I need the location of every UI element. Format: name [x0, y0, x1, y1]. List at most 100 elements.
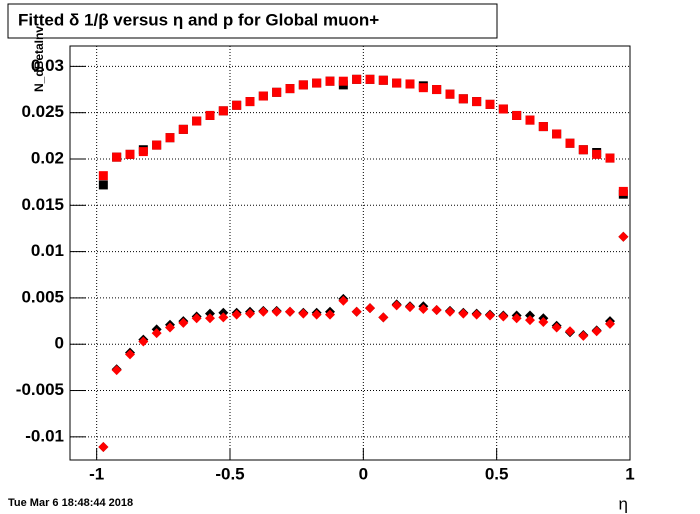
y-tick-label: 0.025 [21, 102, 64, 121]
square-marker [192, 116, 202, 126]
diamond-marker [618, 231, 629, 242]
diamond-marker [191, 313, 202, 324]
diamond-marker [325, 309, 335, 320]
square-marker [392, 78, 402, 88]
x-tick-label: -0.5 [215, 464, 244, 483]
y-tick-label: 0.02 [31, 148, 64, 167]
diamond-marker [338, 295, 349, 306]
square-marker [538, 122, 548, 132]
square-marker [138, 147, 148, 157]
diamond-marker [165, 322, 175, 333]
diamond-marker [351, 306, 362, 317]
marks [98, 74, 629, 453]
diamond-marker [391, 300, 402, 311]
square-marker [578, 145, 588, 155]
square-marker [365, 74, 375, 84]
diamond-marker [285, 306, 295, 317]
frame [69, 45, 631, 461]
square-marker [405, 79, 415, 89]
square-marker [592, 149, 602, 159]
y-tick-label: -0.005 [16, 380, 64, 399]
diamond-marker [245, 308, 255, 319]
diamond-marker [365, 303, 375, 314]
diamond-marker [551, 322, 562, 333]
square-marker [498, 104, 508, 114]
square-marker [605, 153, 615, 163]
y-tick-label: -0.01 [25, 426, 64, 445]
diamond-marker [271, 306, 282, 317]
square-marker [552, 129, 562, 139]
square-marker [378, 75, 388, 85]
square-marker [258, 91, 268, 101]
square-marker [352, 74, 362, 84]
date-stamp: Tue Mar 6 18:48:44 2018 [8, 497, 133, 509]
chart-title: Fitted δ 1/β versus η and p for Global m… [18, 10, 379, 29]
square-marker [512, 110, 522, 120]
diamond-marker [511, 313, 522, 324]
x-axis-label: η [619, 494, 628, 513]
square-marker [98, 171, 108, 181]
square-marker [218, 106, 228, 116]
y-tick-label: 0.03 [31, 56, 64, 75]
square-marker [98, 180, 108, 190]
diamond-marker [445, 306, 455, 317]
x-tick-label: 0 [359, 464, 368, 483]
diamond-marker [591, 326, 602, 337]
diamond-marker [218, 312, 229, 323]
x-tick-label: 1 [625, 464, 634, 483]
title-box [7, 3, 498, 39]
diamond-marker [498, 311, 509, 322]
x-tick-label: -1 [89, 464, 104, 483]
diamond-marker [111, 365, 122, 376]
x-tick-label: 0.5 [485, 464, 509, 483]
diamond-marker [605, 318, 615, 329]
square-marker [272, 87, 282, 97]
diamond-marker [565, 326, 575, 337]
diamond-marker [458, 308, 469, 319]
diamond-marker [578, 330, 589, 341]
diamond-marker [138, 336, 149, 347]
square-marker [178, 124, 188, 134]
square-marker [445, 89, 455, 99]
square-marker [618, 186, 628, 196]
diamond-marker [98, 442, 109, 453]
square-marker [338, 76, 348, 86]
square-marker [165, 133, 175, 143]
square-marker [472, 97, 482, 107]
diamond-marker [151, 328, 162, 339]
square-marker [432, 85, 442, 95]
square-marker [285, 84, 295, 94]
diamond-marker [378, 312, 389, 323]
square-marker [152, 140, 162, 150]
square-marker [245, 97, 255, 107]
diamond-marker [258, 306, 269, 317]
y-axis-label: N_dBetaInv [32, 26, 46, 92]
square-marker [525, 115, 535, 125]
diamond-marker [418, 304, 429, 315]
y-tick-label: 0 [55, 334, 64, 353]
diamond-marker [311, 309, 322, 320]
square-marker [205, 110, 215, 120]
diamond-marker [471, 309, 482, 320]
diamond-marker [538, 317, 549, 327]
y-tick-label: 0.005 [21, 287, 64, 306]
diamond-marker [205, 313, 215, 324]
diamond-marker [405, 302, 415, 313]
square-marker [565, 138, 575, 148]
square-marker [485, 99, 495, 109]
y-tick-label: 0.01 [31, 241, 64, 260]
diamond-marker [431, 304, 442, 315]
diamond-marker [525, 315, 535, 326]
square-marker [418, 83, 428, 93]
diamond-marker [485, 310, 495, 321]
grid [70, 46, 631, 460]
diamond-marker [178, 317, 189, 328]
square-marker [312, 78, 322, 88]
y-tick-label: 0.015 [21, 195, 64, 214]
square-marker [232, 100, 242, 110]
diamond-marker [231, 309, 242, 320]
diamond-marker [298, 308, 309, 319]
square-marker [325, 76, 335, 86]
